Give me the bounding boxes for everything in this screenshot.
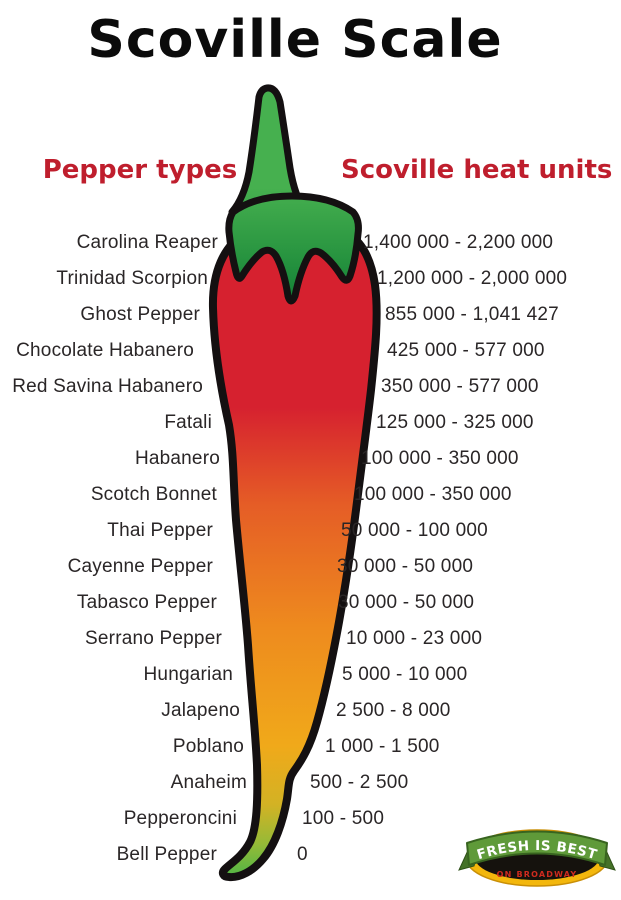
shu-range: 125 000 - 325 000 [376,412,534,433]
shu-range: 5 000 - 10 000 [342,664,468,685]
pepper-calyx [225,192,362,305]
shu-range: 425 000 - 577 000 [387,340,545,361]
pepper-name: Bell Pepper [116,844,217,865]
pepper-name: Jalapeno [161,700,240,721]
badge-subtext: ON BROADWAY [497,870,578,879]
pepper-name: Trinidad Scorpion [56,268,208,289]
shu-range: 855 000 - 1,041 427 [385,304,559,325]
pepper-name: Fatali [164,412,212,433]
pepper-body [208,221,381,882]
shu-range: 1 000 - 1 500 [325,736,440,757]
pepper-name: Thai Pepper [107,520,213,541]
shu-range: 30 000 - 50 000 [337,556,474,577]
pepper-name: Chocolate Habanero [16,340,194,361]
shu-range: 50 000 - 100 000 [341,520,488,541]
pepper-name: Habanero [134,448,220,469]
column-header-heat-units: Scoville heat units [341,155,613,185]
shu-range: 0 [297,844,308,865]
badge-ribbon [466,830,608,866]
pepper-name: Pepperoncini [123,808,237,829]
pepper-name: Tabasco Pepper [76,592,217,613]
shu-range: 350 000 - 577 000 [381,376,539,397]
column-header-pepper-types: Pepper types [42,155,238,185]
shu-range: 500 - 2 500 [310,772,409,793]
shu-range: 30 000 - 50 000 [338,592,475,613]
pepper-name: Anaheim [170,772,247,793]
page-title: Scoville Scale [87,10,503,70]
pepper-name: Serrano Pepper [85,628,222,649]
pepper-name: Ghost Pepper [80,304,200,325]
shu-range: 10 000 - 23 000 [346,628,483,649]
shu-range: 100 000 - 350 000 [354,484,512,505]
pepper-stem [228,84,310,216]
shu-range: 1,400 000 - 2,200 000 [363,232,554,253]
fresh-is-best-badge: FRESH IS BEST ON BROADWAY [458,829,616,887]
pepper-name: Cayenne Pepper [67,556,213,577]
pepper-name: Scotch Bonnet [90,484,217,505]
pepper-name: Poblano [172,736,244,757]
shu-range: 2 500 - 8 000 [336,700,451,721]
pepper-name: Hungarian [143,664,233,685]
pepper-name: Carolina Reaper [76,232,218,253]
shu-range: 100 000 - 350 000 [361,448,519,469]
shu-range: 100 - 500 [302,808,385,829]
shu-range: 1,200 000 - 2,000 000 [377,268,568,289]
pepper-name: Red Savina Habanero [12,376,203,397]
